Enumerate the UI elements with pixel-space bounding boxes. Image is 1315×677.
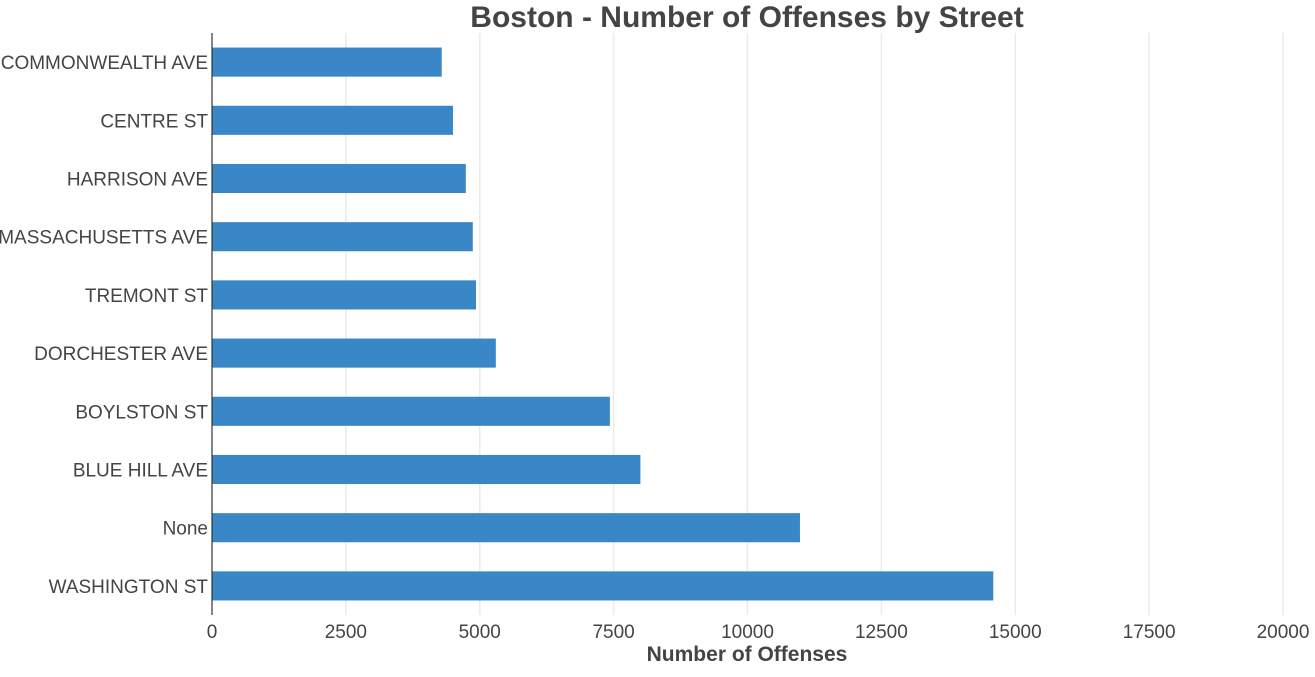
x-tick-label: 12500 xyxy=(855,622,908,643)
bar xyxy=(212,163,466,194)
x-tick-label: 15000 xyxy=(989,622,1042,643)
y-tick-label: DORCHESTER AVE xyxy=(34,344,208,365)
bar xyxy=(212,396,610,426)
bar xyxy=(212,338,496,368)
x-tick-label: 20000 xyxy=(1257,622,1310,643)
x-tick-label: 17500 xyxy=(1123,622,1176,643)
bar xyxy=(212,222,473,252)
x-tick-label: 2500 xyxy=(325,622,367,643)
x-axis-title: Number of Offenses xyxy=(647,643,848,666)
bar xyxy=(212,571,994,601)
x-tick-label: 10000 xyxy=(721,622,774,643)
y-tick-label: TREMONT ST xyxy=(85,286,209,307)
x-tick-label: 7500 xyxy=(592,622,634,643)
x-tick-label: 5000 xyxy=(459,622,501,643)
bar xyxy=(212,47,442,77)
chart-title: Boston - Number of Offenses by Street xyxy=(470,1,1023,34)
y-tick-label: BOYLSTON ST xyxy=(75,402,208,423)
y-tick-label: MASSACHUSETTS AVE xyxy=(0,228,208,249)
bar xyxy=(212,105,453,135)
y-tick-label: BLUE HILL AVE xyxy=(73,461,208,482)
y-tick-label: CENTRE ST xyxy=(100,111,208,132)
y-tick-label: WASHINGTON ST xyxy=(49,577,209,598)
bar xyxy=(212,280,477,310)
y-tick-labels: WASHINGTON ST None BLUE HILL AVE BOYLSTON S… xyxy=(0,53,208,598)
y-tick-label: None xyxy=(163,519,208,540)
bar xyxy=(212,454,641,485)
grid-layer xyxy=(345,33,1284,615)
y-tick-label: HARRISON AVE xyxy=(67,170,208,191)
bar xyxy=(212,513,800,543)
y-tick-label: COMMONWEALTH AVE xyxy=(1,53,208,74)
bar-layer xyxy=(212,47,994,601)
x-tick-labels: 0 2500 5000 7500 10000 12500 15000 17500 20000 xyxy=(207,622,1310,643)
x-tick-label: 0 xyxy=(207,622,218,643)
